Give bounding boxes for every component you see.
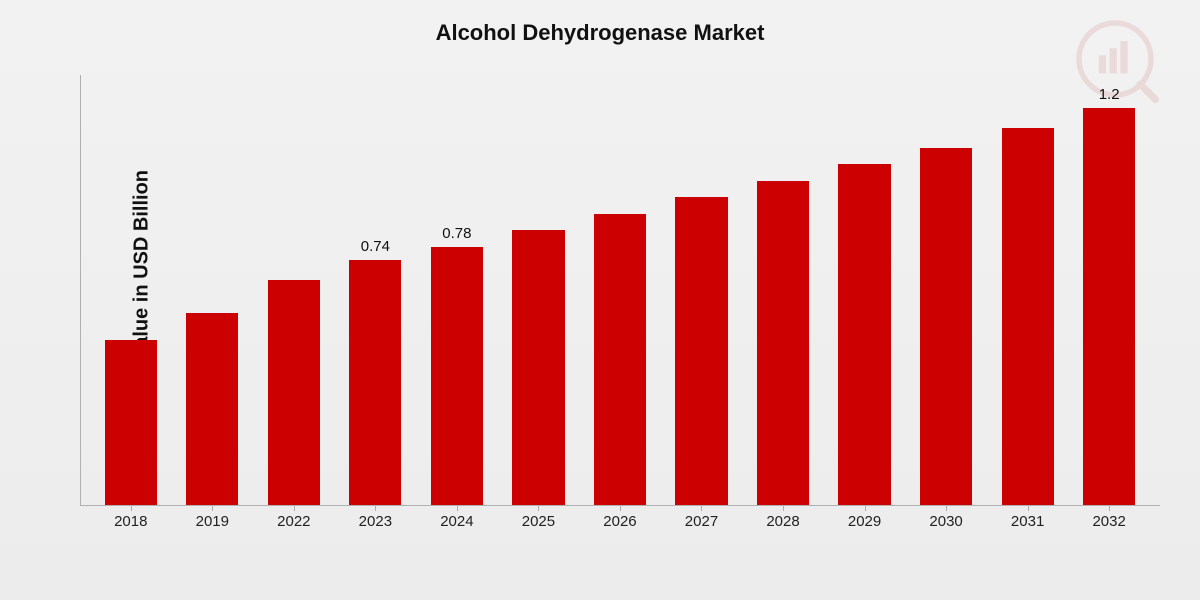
bar-wrap bbox=[987, 75, 1069, 505]
bar bbox=[594, 214, 646, 505]
bar bbox=[1002, 128, 1054, 505]
bar-value-label: 1.2 bbox=[1068, 86, 1150, 103]
x-axis-labels: 2018201920222023202420252026202720282029… bbox=[80, 513, 1160, 530]
x-tick-label: 2025 bbox=[498, 513, 580, 530]
x-tick-label: 2032 bbox=[1068, 513, 1150, 530]
x-tick-label: 2030 bbox=[905, 513, 987, 530]
bar bbox=[512, 230, 564, 505]
x-tick-label: 2029 bbox=[824, 513, 906, 530]
bar-wrap bbox=[742, 75, 824, 505]
bar-slot bbox=[498, 75, 580, 505]
bar bbox=[920, 148, 972, 505]
x-tick-label: 2027 bbox=[661, 513, 743, 530]
bar-wrap bbox=[416, 75, 498, 505]
bar-slot bbox=[253, 75, 335, 505]
bar-slot bbox=[172, 75, 254, 505]
bar-wrap bbox=[661, 75, 743, 505]
bar-wrap bbox=[905, 75, 987, 505]
bar-slot bbox=[661, 75, 743, 505]
bar-slot bbox=[987, 75, 1069, 505]
bar-value-label: 0.74 bbox=[335, 238, 417, 255]
x-tick-label: 2023 bbox=[335, 513, 417, 530]
x-tick-label: 2026 bbox=[579, 513, 661, 530]
bar-wrap bbox=[335, 75, 417, 505]
bar bbox=[1083, 108, 1135, 505]
x-tick-label: 2022 bbox=[253, 513, 335, 530]
bar bbox=[838, 164, 890, 505]
bar-slot bbox=[824, 75, 906, 505]
bar bbox=[349, 260, 401, 505]
x-tick-label: 2024 bbox=[416, 513, 498, 530]
bar-slot bbox=[742, 75, 824, 505]
bar-wrap bbox=[253, 75, 335, 505]
bar-slot bbox=[579, 75, 661, 505]
bar-slot: 0.78 bbox=[416, 75, 498, 505]
bar bbox=[431, 247, 483, 505]
bar-wrap bbox=[90, 75, 172, 505]
chart-container: Alcohol Dehydrogenase Market Market Valu… bbox=[0, 0, 1200, 600]
bar bbox=[105, 340, 157, 505]
chart-title: Alcohol Dehydrogenase Market bbox=[0, 20, 1200, 46]
bar bbox=[186, 313, 238, 505]
bar bbox=[268, 280, 320, 505]
plot-area: 0.740.78 1.2 2018201920222023202420252026… bbox=[80, 75, 1160, 550]
bar-wrap bbox=[579, 75, 661, 505]
x-tick-label: 2018 bbox=[90, 513, 172, 530]
bar-slot bbox=[90, 75, 172, 505]
bar bbox=[675, 197, 727, 505]
bar-wrap bbox=[1068, 75, 1150, 505]
bars-group: 0.740.78 1.2 bbox=[80, 75, 1160, 505]
bar-slot: 1.2 bbox=[1068, 75, 1150, 505]
bar-wrap bbox=[824, 75, 906, 505]
bar-wrap bbox=[172, 75, 254, 505]
x-tick-label: 2031 bbox=[987, 513, 1069, 530]
bar-value-label: 0.78 bbox=[416, 225, 498, 242]
bar-slot: 0.74 bbox=[335, 75, 417, 505]
bar-slot bbox=[905, 75, 987, 505]
bar-wrap bbox=[498, 75, 580, 505]
x-tick-label: 2019 bbox=[172, 513, 254, 530]
x-tick-label: 2028 bbox=[742, 513, 824, 530]
bar bbox=[757, 181, 809, 505]
